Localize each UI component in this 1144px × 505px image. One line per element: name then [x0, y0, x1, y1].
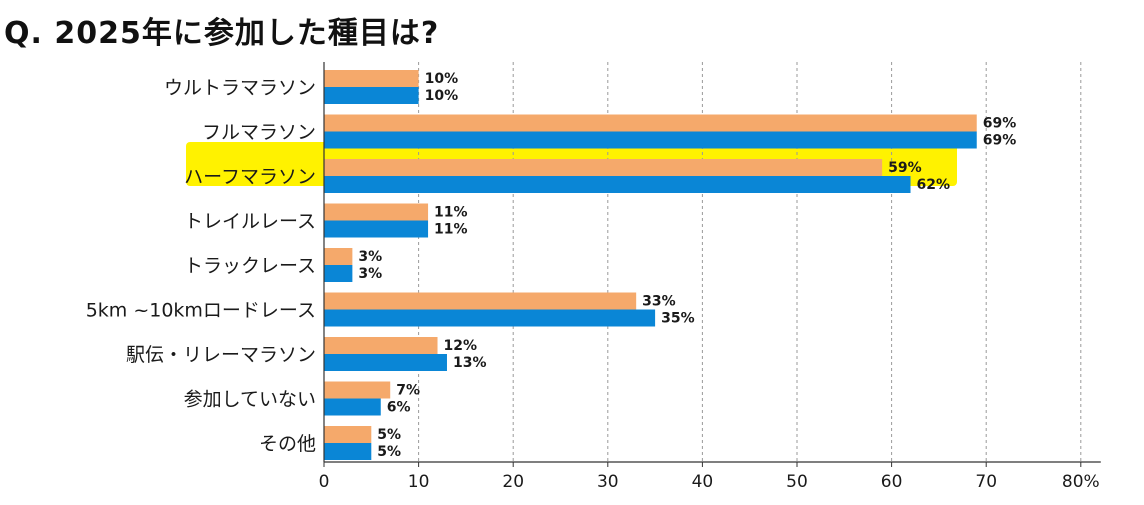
category-label: 5km ~10kmロードレース — [86, 300, 316, 322]
category-label: 参加していない — [184, 389, 316, 411]
data-label: 10% — [425, 71, 459, 87]
bar — [324, 426, 372, 443]
category-label: トラックレース — [184, 255, 316, 277]
bar — [324, 131, 977, 149]
data-label: 7% — [396, 383, 420, 399]
x-tick-label: 40 — [692, 472, 714, 492]
bar — [324, 114, 977, 132]
bar — [324, 381, 391, 399]
bar — [324, 176, 911, 193]
bar — [324, 70, 419, 87]
bar — [324, 443, 372, 460]
x-tick-label: 70 — [975, 472, 997, 492]
data-label: 59% — [888, 160, 922, 176]
bar — [324, 398, 381, 416]
bar — [324, 292, 637, 310]
bar — [324, 309, 656, 327]
data-label: 62% — [917, 177, 951, 193]
data-label: 33% — [642, 294, 676, 310]
category-label: トレイルレース — [184, 211, 316, 233]
data-label: 69% — [983, 133, 1017, 149]
data-label: 5% — [377, 444, 401, 460]
bar — [324, 354, 447, 371]
x-tick-label: 50 — [786, 472, 808, 492]
data-label: 11% — [434, 205, 468, 221]
chart-title: Q. 2025年に参加した種目は? — [4, 16, 440, 51]
bar — [324, 248, 353, 265]
data-label: 11% — [434, 222, 468, 238]
bar — [324, 87, 419, 104]
x-tick-label: 0 — [319, 472, 330, 492]
data-label: 3% — [358, 266, 382, 282]
x-tick-label: 20 — [502, 472, 524, 492]
x-tick-label: 30 — [597, 472, 619, 492]
bar — [324, 220, 429, 238]
data-label: 35% — [661, 311, 695, 327]
data-label: 10% — [425, 88, 459, 104]
bar — [324, 265, 353, 282]
x-tick-label: 80% — [1062, 472, 1100, 492]
bar — [324, 159, 883, 176]
data-label: 69% — [983, 116, 1017, 132]
data-label: 12% — [444, 338, 478, 354]
data-label: 3% — [358, 249, 382, 265]
category-label: 駅伝・リレーマラソン — [126, 344, 316, 366]
x-tick-label: 60 — [881, 472, 903, 492]
data-label: 13% — [453, 355, 487, 371]
x-tick-label: 10 — [408, 472, 430, 492]
data-label: 5% — [377, 427, 401, 443]
category-label: ハーフマラソン — [184, 166, 316, 188]
category-label: その他 — [259, 433, 316, 455]
bar — [324, 203, 429, 221]
bar — [324, 337, 438, 354]
category-label: フルマラソン — [202, 122, 316, 144]
data-label: 6% — [387, 400, 411, 416]
category-label: ウルトラマラソン — [164, 77, 316, 99]
